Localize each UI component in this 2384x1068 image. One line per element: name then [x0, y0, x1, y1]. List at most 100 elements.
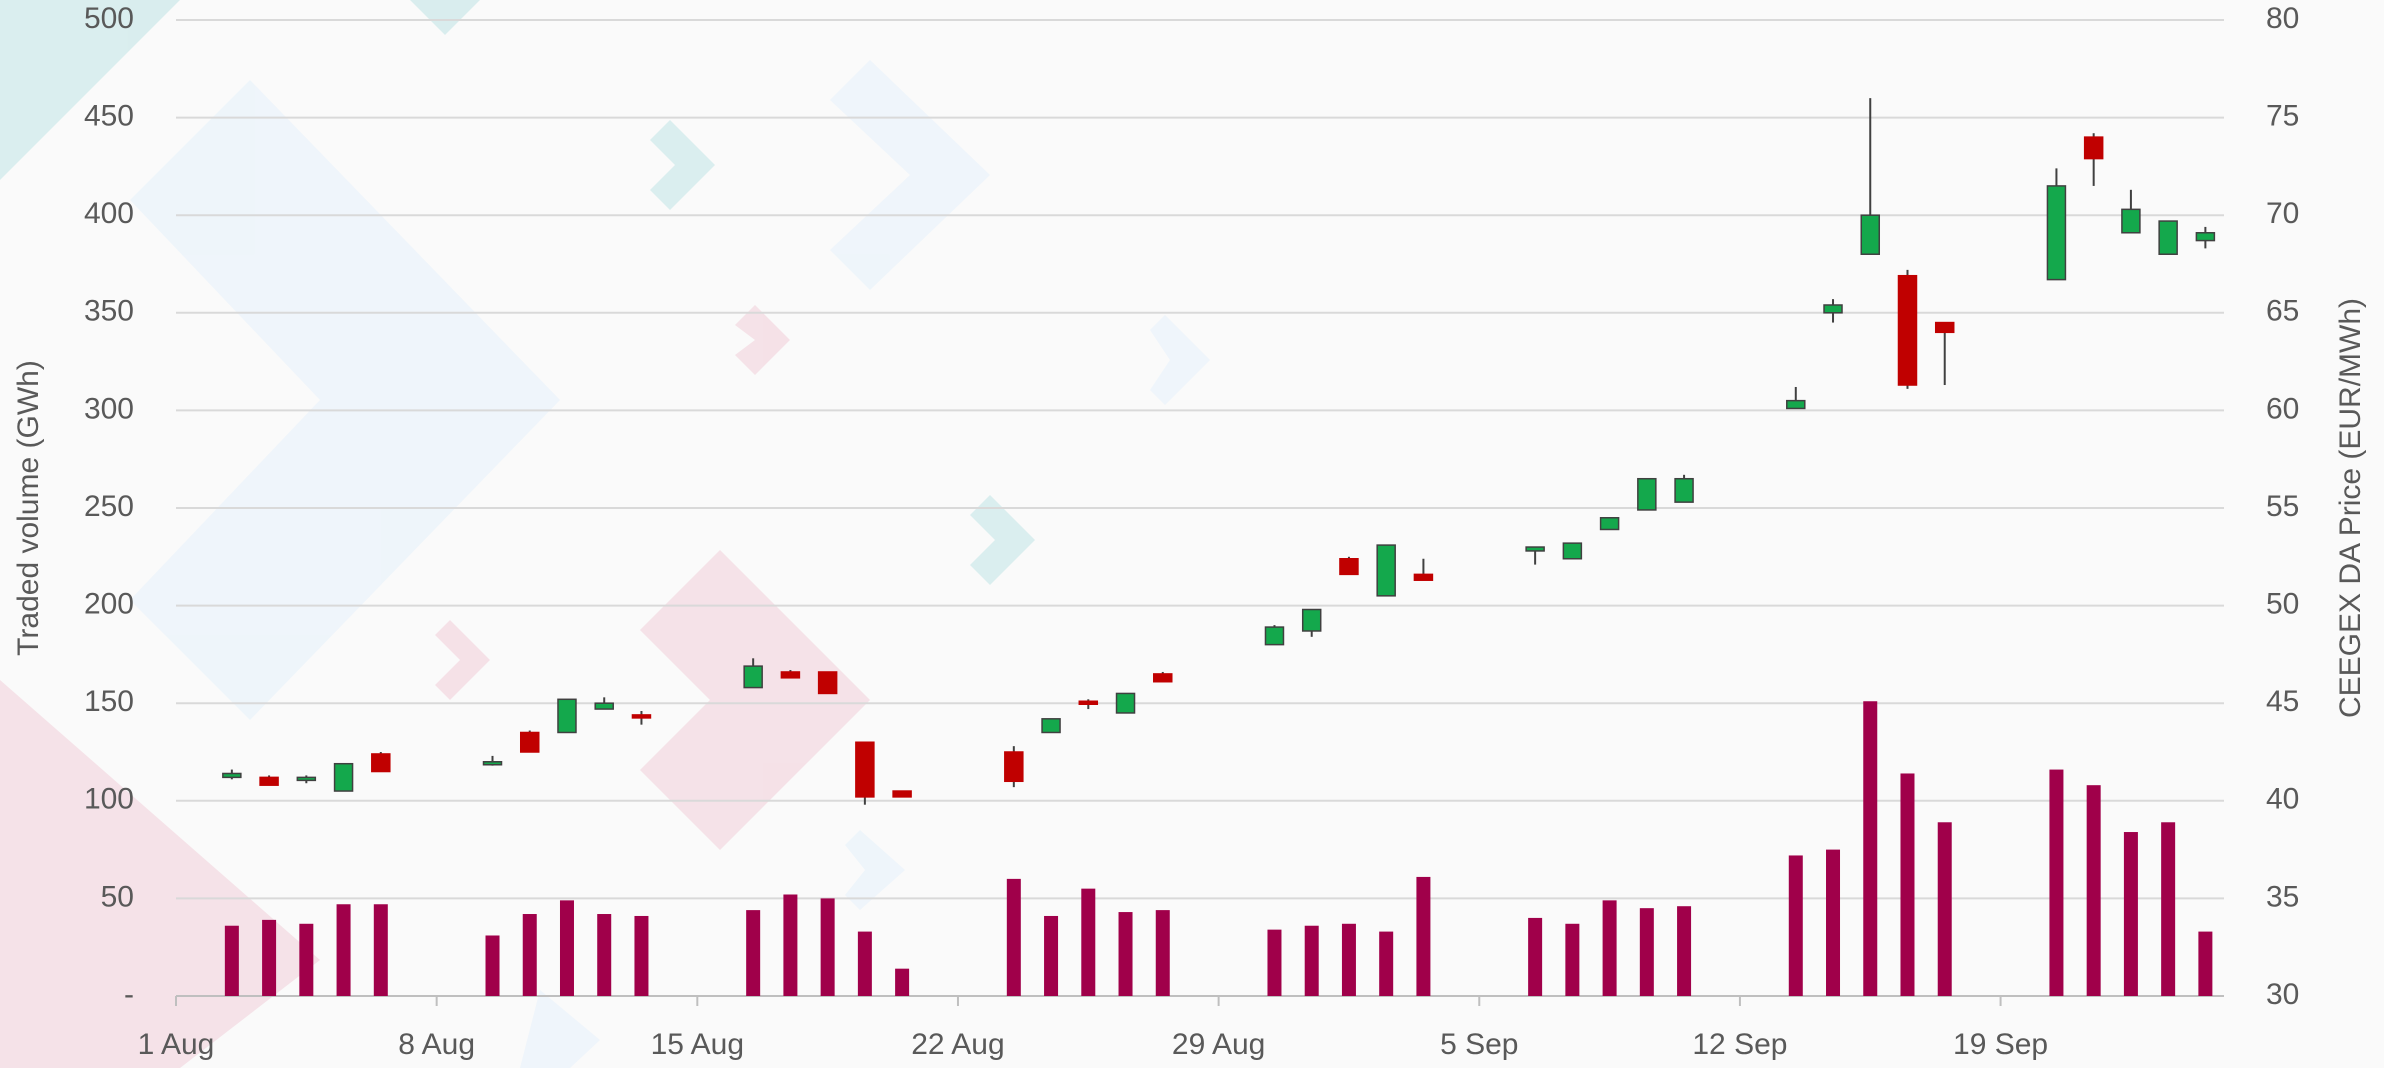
volume-bar — [1863, 701, 1878, 996]
candle-body — [1301, 608, 1322, 632]
x-tick-label: 29 Aug — [1172, 1028, 1265, 1061]
y2-tick-label: 55 — [2266, 490, 2299, 523]
x-tick-label: 1 Aug — [138, 1028, 215, 1061]
y-tick-label: 450 — [84, 100, 134, 133]
volume-bar — [1379, 931, 1394, 996]
y-tick-label: 150 — [84, 685, 134, 718]
y2-tick-label: 30 — [2266, 978, 2299, 1011]
x-tick-label: 15 Aug — [651, 1028, 744, 1061]
volume-bar — [634, 915, 649, 996]
volume-bar — [1639, 908, 1654, 996]
y2-tick-label: 70 — [2266, 197, 2299, 230]
y-tick-label: 350 — [84, 295, 134, 328]
x-tick-label: 19 Sep — [1953, 1028, 2048, 1061]
candle-body — [1041, 718, 1061, 734]
candle-body — [1860, 214, 1881, 255]
x-tick-label: 12 Sep — [1692, 1028, 1787, 1061]
y-tick-label: 100 — [84, 783, 134, 816]
y2-tick-label: 45 — [2266, 685, 2299, 718]
candle-body — [1264, 626, 1285, 646]
candle-body — [1004, 751, 1024, 783]
candle-body — [2046, 185, 2067, 281]
background-decoration — [0, 0, 1210, 1068]
volume-bar — [746, 910, 761, 996]
candle-body — [259, 776, 279, 786]
volume-bar — [299, 923, 314, 996]
candle-body — [594, 702, 614, 710]
volume-bar — [895, 968, 910, 996]
candle-body — [519, 731, 540, 753]
volume-bar — [224, 925, 239, 996]
volume-bar — [1602, 900, 1617, 996]
y2-tick-label: 75 — [2266, 100, 2299, 133]
y-axis-title: Traded volume (GWh) — [12, 360, 45, 656]
candle-body — [1562, 542, 1583, 560]
volume-bar — [485, 935, 500, 996]
volume-bar — [336, 904, 351, 996]
y2-tick-label: 40 — [2266, 783, 2299, 816]
x-tick-label: 22 Aug — [911, 1028, 1004, 1061]
candle-body — [1786, 399, 1806, 410]
candle-body — [296, 776, 317, 782]
volume-bar — [1006, 878, 1021, 996]
candle-body — [371, 753, 391, 773]
x-tick-label: 5 Sep — [1440, 1028, 1518, 1061]
y2-tick-label: 65 — [2266, 295, 2299, 328]
candle-body — [222, 772, 242, 779]
volume-bar — [820, 898, 835, 996]
y2-axis-title: CEEGEX DA Price (EUR/MWh) — [2334, 298, 2367, 718]
volume-bar — [2198, 931, 2213, 996]
candle-body — [1525, 546, 1545, 552]
volume-bar — [1788, 855, 1803, 996]
volume-bar — [1044, 915, 1059, 996]
candle-body — [892, 790, 912, 798]
y-tick-label: 300 — [84, 392, 134, 425]
candle-body — [631, 714, 652, 719]
volume-bar — [1118, 912, 1133, 996]
y-tick-label: - — [124, 978, 134, 1011]
volume-bar — [1900, 773, 1915, 996]
candle-body — [557, 698, 577, 734]
candle-body — [1897, 274, 1918, 386]
candle-body — [1599, 517, 1620, 531]
volume-bar — [2123, 832, 2138, 996]
y2-tick-label: 35 — [2266, 880, 2299, 913]
candle-body — [1115, 692, 1136, 714]
candle-body — [333, 762, 354, 792]
volume-bar — [1565, 923, 1580, 996]
volume-bar — [1304, 925, 1319, 996]
volume-bar — [1081, 888, 1096, 996]
volume-bar — [1826, 849, 1841, 996]
volume-bar — [597, 914, 612, 996]
volume-bar — [1528, 917, 1543, 996]
candle-body — [2083, 136, 2104, 160]
volume-bar — [1677, 906, 1692, 996]
volume-bar — [783, 894, 798, 996]
y2-tick-label: 50 — [2266, 588, 2299, 621]
volume-bar — [1267, 929, 1282, 996]
candle-body — [2158, 220, 2178, 255]
candle-body — [743, 665, 763, 689]
candle-body — [1153, 673, 1173, 683]
y-tick-label: 50 — [101, 880, 134, 913]
y-tick-label: 200 — [84, 588, 134, 621]
candle-body — [482, 761, 503, 766]
candle-body — [1413, 573, 1434, 581]
volume-bar — [2086, 785, 2101, 996]
volume-bar — [857, 931, 872, 996]
volume-bar — [1341, 923, 1356, 996]
volume-bar — [1155, 910, 1170, 996]
y2-tick-label: 80 — [2266, 2, 2299, 35]
volume-bar — [2161, 822, 2176, 996]
candle-body — [1823, 304, 1843, 314]
volume-bar — [1937, 822, 1952, 996]
x-tick-label: 8 Aug — [398, 1028, 475, 1061]
candle-body — [780, 671, 801, 679]
y-tick-label: 250 — [84, 490, 134, 523]
candle-body — [1674, 477, 1694, 503]
y-tick-label: 500 — [84, 2, 134, 35]
volume-bar — [262, 919, 277, 996]
candle-body — [855, 741, 875, 798]
candle-body — [1637, 477, 1657, 511]
